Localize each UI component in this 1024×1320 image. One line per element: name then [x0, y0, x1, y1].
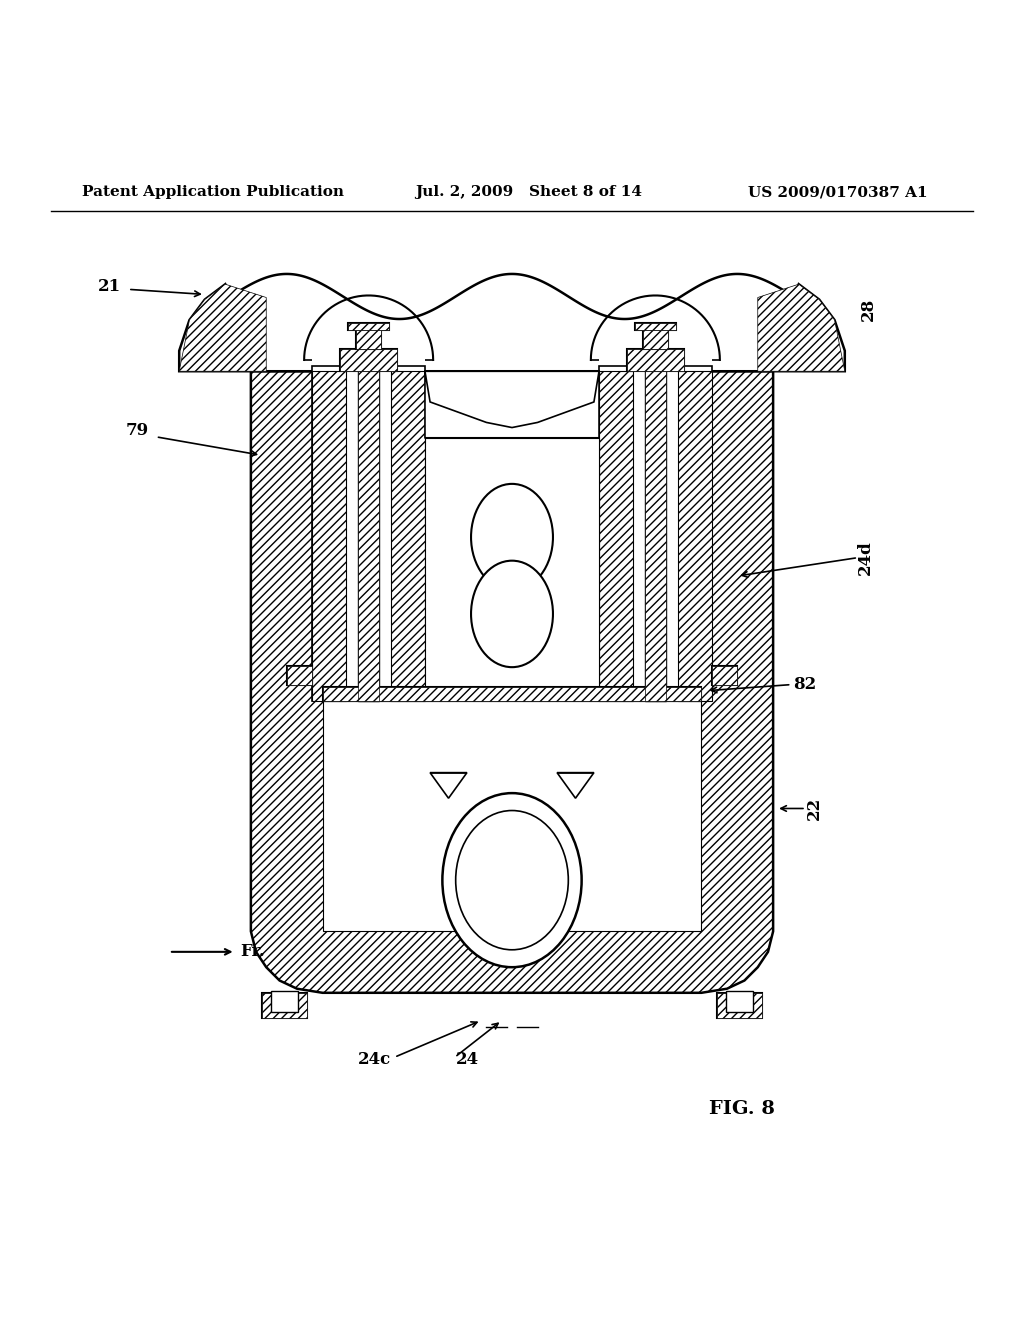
Text: US 2009/0170387 A1: US 2009/0170387 A1	[748, 185, 927, 199]
Polygon shape	[323, 701, 701, 932]
Polygon shape	[425, 438, 599, 686]
Polygon shape	[391, 371, 425, 701]
Polygon shape	[323, 686, 701, 701]
Polygon shape	[557, 772, 594, 799]
Polygon shape	[287, 667, 312, 685]
Text: 82: 82	[794, 676, 817, 693]
Text: Jul. 2, 2009   Sheet 8 of 14: Jul. 2, 2009 Sheet 8 of 14	[415, 185, 642, 199]
Polygon shape	[635, 323, 676, 330]
Polygon shape	[678, 371, 712, 701]
Polygon shape	[312, 371, 346, 701]
Polygon shape	[340, 348, 397, 371]
Ellipse shape	[471, 484, 553, 590]
Polygon shape	[356, 330, 381, 348]
Ellipse shape	[442, 793, 582, 968]
Polygon shape	[312, 366, 425, 701]
Polygon shape	[726, 991, 753, 1012]
Polygon shape	[645, 327, 666, 701]
Polygon shape	[717, 993, 762, 1019]
Polygon shape	[643, 330, 668, 348]
Polygon shape	[627, 348, 684, 371]
Polygon shape	[717, 993, 762, 1019]
Text: 24d: 24d	[857, 540, 873, 576]
Text: 22: 22	[806, 797, 822, 820]
Polygon shape	[358, 327, 379, 701]
Polygon shape	[635, 323, 676, 330]
Text: FIG. 8: FIG. 8	[710, 1100, 775, 1118]
Polygon shape	[251, 371, 773, 993]
Text: Patent Application Publication: Patent Application Publication	[82, 185, 344, 199]
Text: 28: 28	[860, 298, 877, 321]
Polygon shape	[287, 667, 312, 685]
Text: 21: 21	[97, 277, 121, 294]
Polygon shape	[358, 327, 379, 701]
Polygon shape	[179, 275, 845, 371]
Polygon shape	[599, 371, 633, 701]
Polygon shape	[430, 772, 467, 799]
Polygon shape	[712, 667, 737, 685]
Polygon shape	[179, 284, 266, 371]
Polygon shape	[645, 327, 666, 701]
Polygon shape	[262, 993, 307, 1019]
Ellipse shape	[471, 561, 553, 667]
Polygon shape	[758, 284, 845, 371]
Polygon shape	[599, 366, 712, 701]
Polygon shape	[627, 348, 684, 371]
Text: Fr.: Fr.	[241, 944, 265, 961]
Polygon shape	[712, 667, 737, 685]
Ellipse shape	[456, 810, 568, 950]
Polygon shape	[271, 991, 298, 1012]
Polygon shape	[323, 686, 701, 701]
Polygon shape	[425, 371, 599, 438]
Text: 79: 79	[125, 422, 148, 440]
Text: 24: 24	[456, 1051, 479, 1068]
Polygon shape	[262, 993, 307, 1019]
Polygon shape	[340, 348, 397, 371]
Text: 24c: 24c	[358, 1051, 391, 1068]
Polygon shape	[643, 330, 668, 348]
Polygon shape	[348, 323, 389, 330]
Polygon shape	[356, 330, 381, 348]
Polygon shape	[348, 323, 389, 330]
